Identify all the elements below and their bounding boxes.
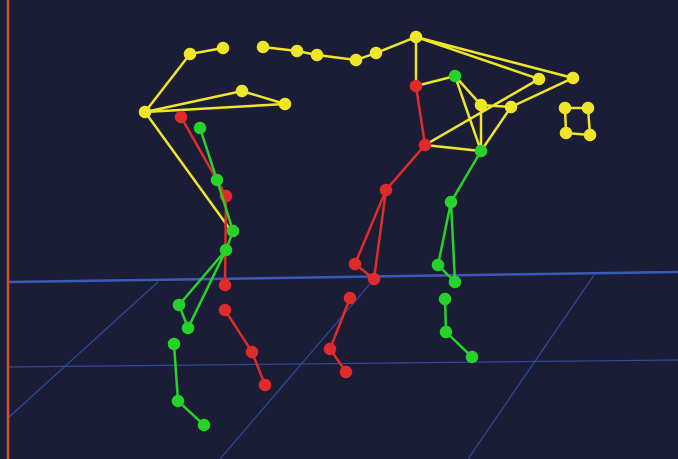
- joints: [174, 79, 432, 392]
- joint[interactable]: [504, 100, 518, 114]
- joint[interactable]: [409, 79, 423, 93]
- bone: [141, 46, 286, 233]
- joint[interactable]: [138, 105, 152, 119]
- joint[interactable]: [465, 350, 479, 364]
- grid-line: [467, 274, 595, 459]
- grid-line: [7, 281, 159, 419]
- joint[interactable]: [172, 298, 186, 312]
- joint[interactable]: [438, 292, 452, 306]
- joint[interactable]: [216, 41, 230, 55]
- red-skeleton[interactable]: [174, 79, 432, 392]
- joint[interactable]: [339, 365, 353, 379]
- joint[interactable]: [409, 30, 423, 44]
- joint[interactable]: [167, 337, 181, 351]
- joint[interactable]: [171, 394, 185, 408]
- horizon-line: [7, 270, 678, 284]
- joint[interactable]: [181, 321, 195, 335]
- green-skeleton[interactable]: [167, 69, 488, 432]
- joint[interactable]: [474, 98, 488, 112]
- joint[interactable]: [219, 243, 233, 257]
- joint[interactable]: [218, 303, 232, 317]
- joint[interactable]: [558, 101, 572, 115]
- joint[interactable]: [559, 126, 573, 140]
- joint[interactable]: [323, 342, 337, 356]
- bone: [172, 343, 205, 426]
- joint[interactable]: [448, 69, 462, 83]
- yellow-skeleton[interactable]: [138, 30, 597, 233]
- joint[interactable]: [193, 121, 207, 135]
- joint[interactable]: [581, 101, 595, 115]
- joint[interactable]: [343, 291, 357, 305]
- grid-line: [7, 359, 678, 368]
- joint[interactable]: [439, 325, 453, 339]
- joint[interactable]: [349, 53, 363, 67]
- joint[interactable]: [210, 173, 224, 187]
- joint[interactable]: [226, 224, 240, 238]
- joint[interactable]: [418, 138, 432, 152]
- joint[interactable]: [310, 48, 324, 62]
- joint[interactable]: [566, 71, 580, 85]
- joints: [167, 69, 488, 432]
- joint[interactable]: [256, 40, 270, 54]
- bone: [223, 309, 267, 386]
- ground-grid: [7, 274, 678, 459]
- joint[interactable]: [235, 84, 249, 98]
- joints: [138, 30, 597, 142]
- joint[interactable]: [183, 47, 197, 61]
- joint[interactable]: [245, 345, 259, 359]
- joint[interactable]: [583, 128, 597, 142]
- joint[interactable]: [444, 195, 458, 209]
- joint[interactable]: [532, 72, 546, 86]
- grid-line: [219, 277, 376, 459]
- bone: [262, 35, 417, 62]
- bone: [479, 106, 513, 152]
- joint[interactable]: [174, 110, 188, 124]
- joint[interactable]: [197, 418, 211, 432]
- bone: [436, 150, 483, 286]
- joint[interactable]: [218, 278, 232, 292]
- joint[interactable]: [474, 144, 488, 158]
- joint[interactable]: [348, 257, 362, 271]
- joint[interactable]: [258, 378, 272, 392]
- joint[interactable]: [431, 258, 445, 272]
- joint[interactable]: [448, 275, 462, 289]
- bone: [328, 297, 352, 373]
- joint[interactable]: [367, 272, 381, 286]
- joint[interactable]: [290, 44, 304, 58]
- joint[interactable]: [379, 183, 393, 197]
- joint[interactable]: [369, 46, 383, 60]
- bone: [414, 35, 577, 153]
- joint[interactable]: [278, 97, 292, 111]
- bone: [353, 85, 427, 282]
